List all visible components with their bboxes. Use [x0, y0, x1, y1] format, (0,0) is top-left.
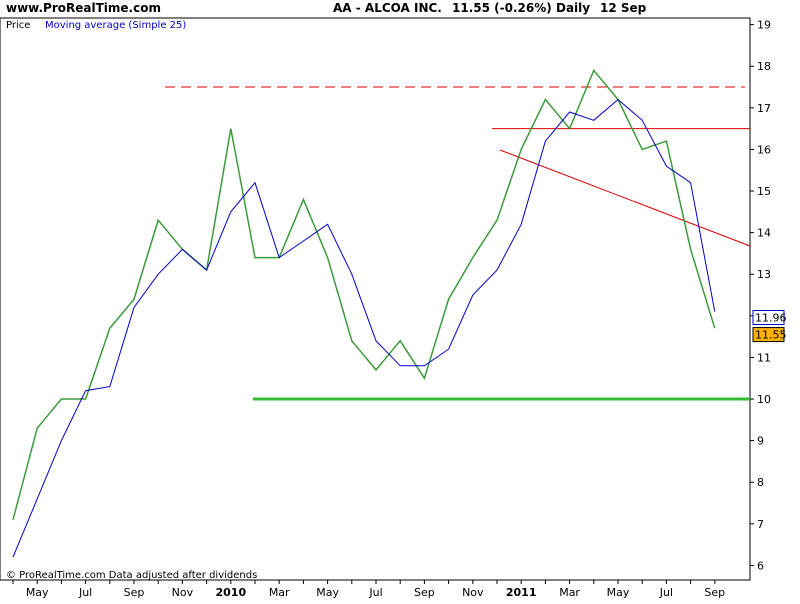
x-tick-label: Jul	[78, 586, 92, 599]
y-tick-label: 17	[757, 102, 771, 115]
y-tick-label: 10	[757, 393, 771, 406]
y-tick-label: 18	[757, 60, 771, 73]
quote: 11.55 (-0.26%)	[452, 1, 552, 15]
x-tick-label: Sep	[414, 586, 435, 599]
x-tick-label: May	[316, 586, 339, 599]
y-tick-label: 19	[757, 19, 771, 32]
y-tick-label: 6	[757, 559, 764, 572]
last-value-box	[752, 327, 785, 343]
last-value-label: 11.96	[755, 312, 787, 325]
x-tick-label: Mar	[269, 586, 290, 599]
y-tick-label: 14	[757, 227, 771, 240]
x-tick-label: Jul	[368, 586, 382, 599]
x-tick-label: Sep	[124, 586, 145, 599]
x-tick-label: Jul	[659, 586, 673, 599]
y-tick-label: 13	[757, 268, 771, 281]
x-tick-label: 2011	[506, 586, 537, 599]
plot-frame	[0, 17, 751, 581]
last-value-box	[752, 310, 785, 326]
y-tick-label: 16	[757, 143, 771, 156]
site-name: www.ProRealTime.com	[6, 1, 161, 15]
period: Daily	[556, 1, 590, 15]
series-line	[12, 98, 716, 558]
y-tick-label: 11	[757, 351, 771, 364]
y-tick-label: 7	[757, 518, 764, 531]
y-tick-label: 9	[757, 435, 764, 448]
x-tick-label: May	[26, 586, 49, 599]
chart-title: AA - ALCOA INC.	[333, 1, 442, 15]
x-tick-label: Nov	[462, 586, 484, 599]
y-tick-label: 8	[757, 476, 764, 489]
x-tick-label: May	[607, 586, 630, 599]
x-tick-label: Mar	[559, 586, 580, 599]
legend-entry: Price	[6, 20, 30, 31]
y-tick-label: 15	[757, 185, 771, 198]
last-value-label: 11.55	[755, 329, 787, 342]
date: 12 Sep	[600, 1, 647, 15]
x-tick-label: Nov	[172, 586, 194, 599]
legend-entry: Moving average (Simple 25)	[45, 20, 186, 31]
series-line	[12, 68, 716, 520]
x-tick-label: Sep	[704, 586, 725, 599]
footer: © ProRealTime.com Data adjusted after di…	[6, 570, 257, 581]
trend-line	[499, 149, 751, 247]
x-tick-label: 2010	[215, 586, 246, 599]
